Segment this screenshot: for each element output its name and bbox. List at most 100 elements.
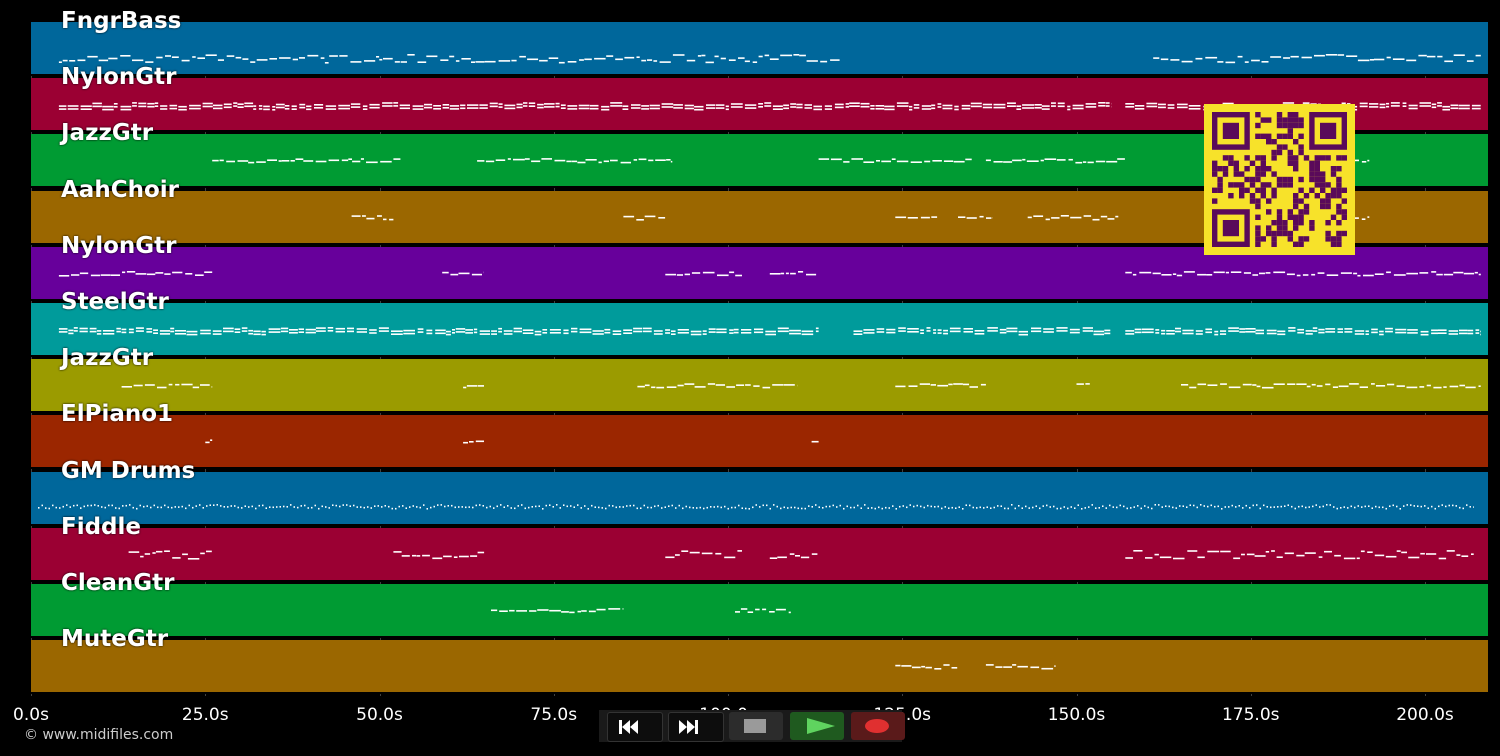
note [1288,330,1296,332]
note [121,331,127,334]
track-lane[interactable] [31,303,1488,357]
note [622,505,624,508]
note [192,506,194,509]
note [1189,503,1191,506]
note [1018,504,1020,507]
note [1115,215,1119,217]
track-lane[interactable] [31,640,1488,695]
note [690,333,702,336]
note [908,385,918,388]
note [1305,333,1313,335]
note [1039,507,1041,509]
note [961,105,971,107]
note [1284,504,1286,507]
track-lane[interactable] [31,359,1488,414]
track-lane[interactable] [31,527,1488,582]
note [258,108,263,110]
note [1154,503,1156,506]
note [1407,329,1418,331]
note [631,107,641,109]
note [1369,103,1379,105]
note [283,505,285,507]
note [1302,102,1310,105]
note [764,54,770,57]
note [843,161,850,164]
note [976,506,978,509]
note [189,104,201,107]
note [673,104,683,106]
track-lane[interactable] [31,22,1488,76]
note [144,384,155,386]
note [1140,507,1142,509]
note [851,158,863,161]
note [1337,54,1345,56]
note [1155,332,1160,334]
note [555,105,560,108]
note [801,507,803,509]
note [1098,105,1106,107]
piano-roll[interactable] [31,22,1488,696]
track-lane[interactable] [31,246,1488,301]
note [899,505,901,508]
note [1018,330,1028,333]
note [1441,503,1443,506]
rewind-button[interactable] [607,712,663,742]
note [577,503,579,506]
note [1082,330,1093,332]
track-name-label: JazzGtr [61,120,154,147]
note [818,505,820,508]
note [1448,504,1450,506]
note [1297,331,1304,334]
note [121,386,132,388]
fast-forward-button[interactable] [668,712,724,742]
note [624,56,635,59]
time-tick-label: 75.0s [530,705,578,725]
note [1480,330,1481,333]
play-button[interactable] [790,712,844,740]
track-lane[interactable] [31,471,1488,526]
note [143,505,145,508]
note [684,383,695,386]
record-button[interactable] [851,712,905,740]
note [963,331,973,333]
note [931,215,938,218]
track-lane[interactable] [31,415,1488,470]
note [901,665,912,667]
note [1364,505,1366,507]
note [653,333,663,335]
note [379,58,383,61]
note [1442,106,1450,108]
stop-button[interactable] [729,712,783,740]
note [146,273,156,275]
note [926,330,931,332]
note [1361,505,1363,508]
note [1228,386,1241,389]
note [965,158,972,161]
note [1337,331,1343,333]
track-lane[interactable] [31,584,1488,638]
track-name-label: CleanGtr [61,570,175,596]
note [1312,330,1318,332]
note [412,105,424,108]
note [876,328,885,330]
note [470,555,478,557]
note [744,107,757,110]
note [212,160,219,162]
note [87,55,98,58]
note [378,330,389,332]
note [731,506,733,508]
note [531,505,533,508]
note [1063,505,1065,508]
note [150,506,152,508]
note [1076,383,1084,386]
note [747,611,754,613]
note [1471,553,1474,555]
note [1343,557,1356,559]
note [811,441,819,443]
note [1305,506,1307,508]
note [305,331,316,334]
note [1371,383,1375,385]
note [1349,383,1359,385]
gridline [31,22,32,696]
note [654,505,656,507]
